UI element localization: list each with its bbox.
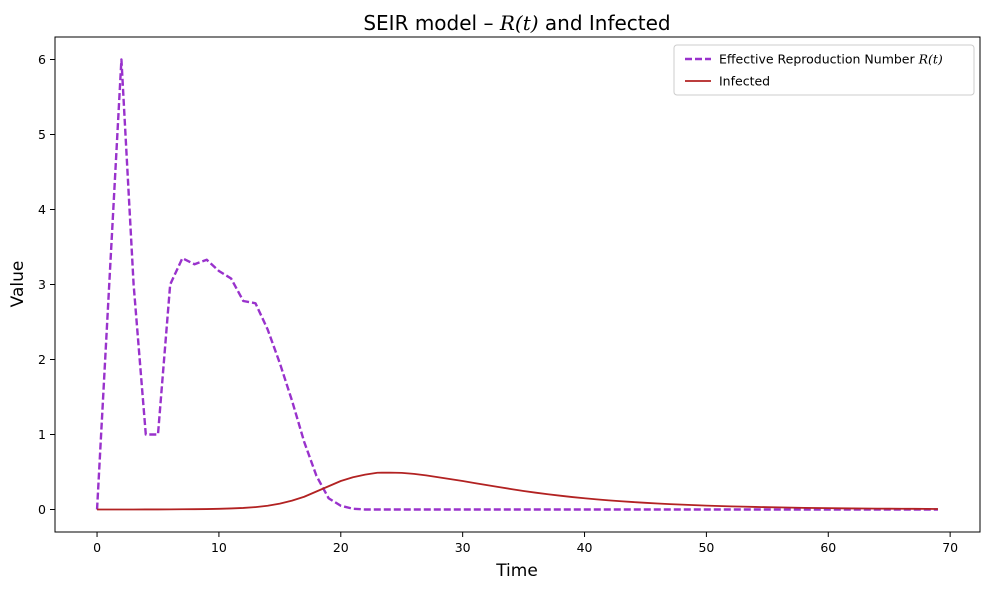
x-tick-label: 0: [93, 540, 101, 555]
y-tick-label: 0: [38, 502, 46, 517]
series-layer: [95, 58, 938, 511]
y-axis-label: Value: [8, 261, 28, 308]
x-tick-label: 70: [942, 540, 958, 555]
x-axis-label: Time: [495, 561, 538, 581]
y-tick-label: 1: [38, 427, 46, 442]
x-axis-ticks: 0 10 20 30 40 50 60 70: [93, 532, 958, 555]
series-line-rt: [95, 58, 938, 511]
y-tick-label: 5: [38, 127, 46, 142]
x-tick-label: 40: [577, 540, 593, 555]
y-tick-label: 2: [38, 352, 46, 367]
plot-frame: [54, 36, 981, 533]
x-tick-label: 20: [333, 540, 349, 555]
legend-label-infected: Infected: [719, 74, 770, 89]
y-tick-label: 6: [38, 52, 46, 67]
x-tick-label: 50: [698, 540, 714, 555]
x-tick-label: 30: [455, 540, 471, 555]
plot-area: [54, 36, 981, 533]
chart-title: SEIR model – R(t) and Infected: [363, 11, 670, 35]
y-tick-label: 4: [38, 202, 46, 217]
x-tick-label: 60: [820, 540, 836, 555]
x-tick-label: 10: [211, 540, 227, 555]
y-tick-label: 3: [38, 277, 46, 292]
legend-box: [673, 44, 975, 96]
series-line-infected: [97, 471, 938, 511]
legend-label-rt: Effective Reproduction Number R(t): [719, 52, 943, 67]
y-axis-ticks: 0 1 2 3 4 5 6: [38, 52, 55, 517]
legend: Effective Reproduction Number R(t) Infec…: [673, 44, 975, 96]
